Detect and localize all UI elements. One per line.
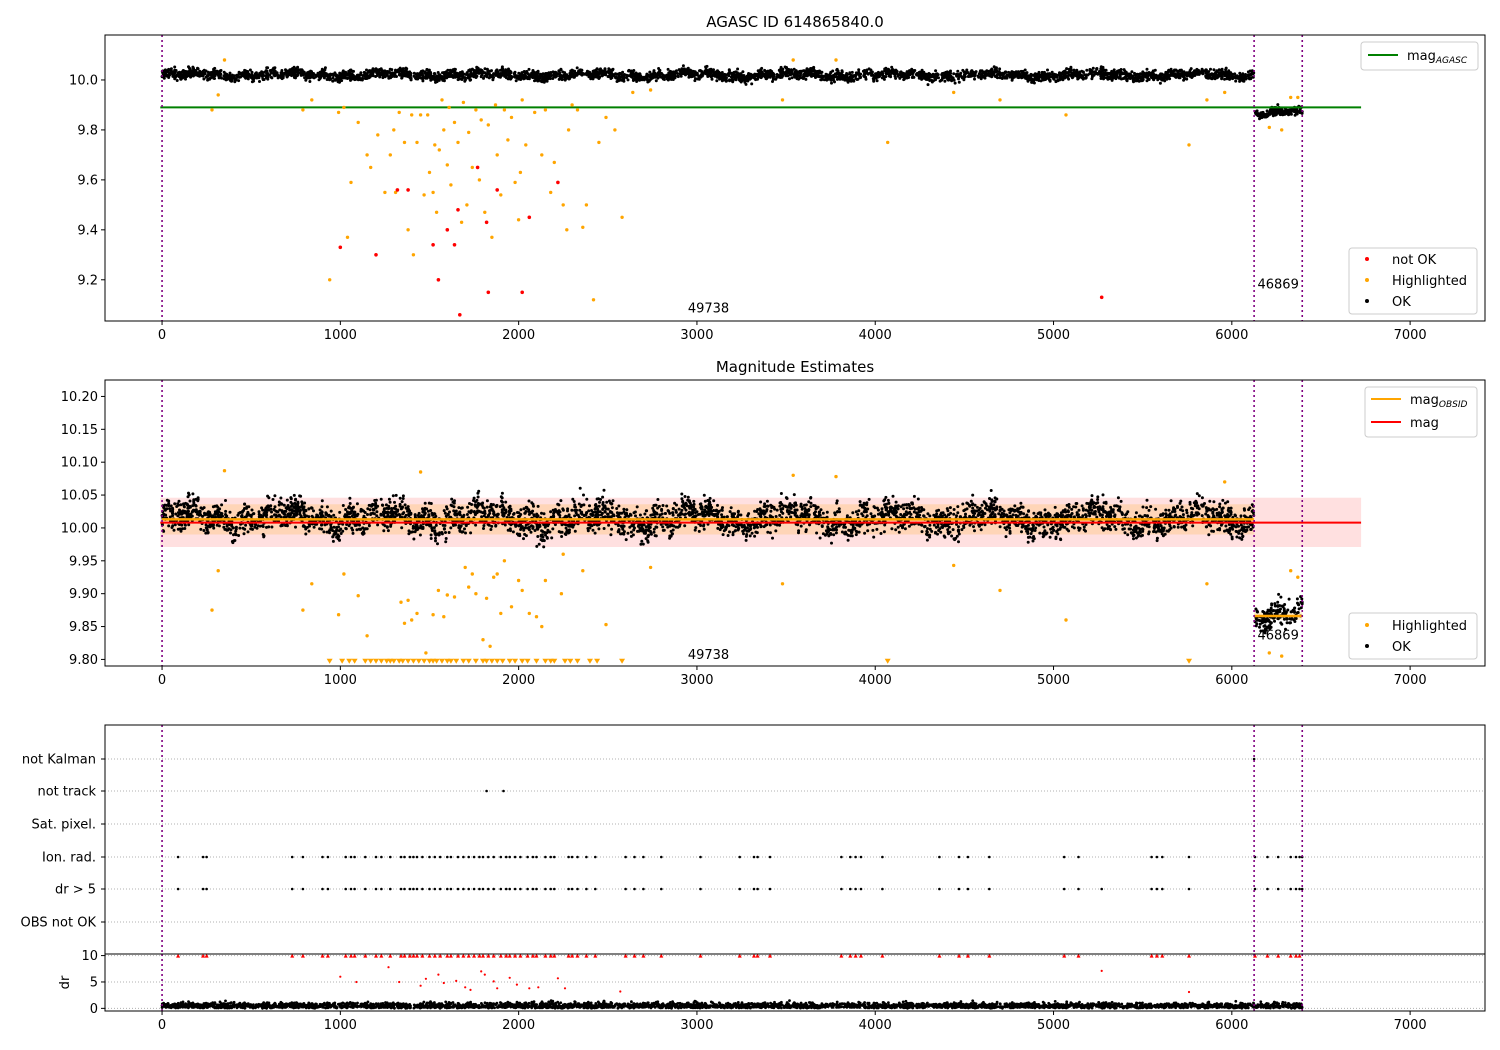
x-tick-label: 2000	[502, 1018, 535, 1033]
legend-marker	[1365, 299, 1369, 303]
x-tick-label: 0	[158, 1018, 166, 1033]
flag-category-label: dr > 5	[55, 883, 96, 898]
x-tick-label: 1000	[324, 1018, 357, 1033]
legend-label: not OK	[1392, 253, 1437, 268]
flag-points	[485, 789, 505, 793]
highlighted-points	[210, 58, 1300, 302]
flag-category-label: not Kalman	[22, 753, 96, 768]
flag-points	[1252, 757, 1256, 761]
y-tick-label: 10.10	[61, 456, 98, 471]
legend-label: OK	[1392, 295, 1411, 310]
y-tick-label: 10.05	[61, 489, 98, 504]
flag-category-label: OBS not OK	[21, 916, 97, 931]
dr-axis-label: dr	[58, 975, 73, 989]
x-tick-label: 5000	[1037, 1018, 1070, 1033]
legend-status	[1348, 247, 1478, 315]
flag-category-label: Sat. pixel.	[32, 818, 96, 833]
dr-flagged-points	[176, 953, 1302, 994]
x-tick-label: 2000	[502, 328, 535, 343]
x-tick-label: 4000	[859, 1018, 892, 1033]
y-tick-label: 10.00	[61, 521, 98, 536]
plot-frame-dr	[104, 953, 1486, 1012]
x-tick-label: 7000	[1394, 1018, 1427, 1033]
y-tick-label: 9.4	[77, 223, 98, 238]
y-tick-label: 9.2	[77, 273, 98, 288]
x-tick-label: 6000	[1215, 328, 1248, 343]
legend-label: magAGASC	[1407, 49, 1468, 66]
legend-mag-agasc	[1360, 41, 1479, 71]
x-tick-label: 4000	[859, 328, 892, 343]
y-tick-label: 5	[90, 975, 98, 990]
y-tick-label: 10.20	[61, 390, 98, 405]
highlighted-points	[210, 469, 1300, 658]
y-tick-label: 0	[90, 1002, 98, 1017]
x-tick-label: 3000	[680, 673, 713, 688]
flag-points	[176, 887, 1304, 891]
x-tick-label: 7000	[1394, 673, 1427, 688]
not-ok-points	[338, 165, 1104, 317]
x-tick-label: 5000	[1037, 328, 1070, 343]
y-tick-label: 10.0	[69, 73, 98, 88]
x-tick-label: 4000	[859, 673, 892, 688]
obsid-label: 46869	[1257, 629, 1298, 644]
obsid-label: 49738	[688, 301, 729, 316]
y-tick-label: 9.95	[69, 554, 98, 569]
dr-ok-points	[160, 999, 1304, 1010]
legend-marker	[1365, 623, 1369, 627]
y-tick-label: 9.90	[69, 587, 98, 602]
x-tick-label: 3000	[680, 328, 713, 343]
ok-points	[160, 64, 1304, 121]
x-tick-label: 2000	[502, 673, 535, 688]
legend-status	[1348, 612, 1478, 660]
x-tick-label: 7000	[1394, 328, 1427, 343]
legend-label: Highlighted	[1392, 274, 1467, 289]
legend-marker	[1365, 257, 1369, 261]
obsid-label: 49738	[688, 648, 729, 663]
legend-marker	[1365, 278, 1369, 282]
legend-label: mag	[1410, 416, 1439, 431]
chart-title: Magnitude Estimates	[716, 358, 874, 376]
x-tick-label: 6000	[1215, 1018, 1248, 1033]
y-tick-label: 9.85	[69, 620, 98, 635]
x-tick-label: 3000	[680, 1018, 713, 1033]
x-tick-label: 6000	[1215, 673, 1248, 688]
x-tick-label: 0	[158, 328, 166, 343]
obsid-label: 46869	[1257, 278, 1298, 293]
flag-category-label: Ion. rad.	[42, 851, 96, 866]
legend-marker	[1365, 644, 1369, 648]
x-tick-label: 0	[158, 673, 166, 688]
y-tick-label: 9.80	[69, 653, 98, 668]
flag-points	[176, 855, 1304, 859]
x-tick-label: 1000	[324, 673, 357, 688]
plot-frame-agasc	[104, 34, 1486, 322]
legend-label: magOBSID	[1410, 393, 1468, 410]
legend-label: Highlighted	[1392, 619, 1467, 634]
x-tick-label: 1000	[324, 328, 357, 343]
y-tick-label: 10	[81, 949, 98, 964]
below-limit-markers	[326, 658, 1193, 664]
y-tick-label: 10.15	[61, 423, 98, 438]
flag-category-label: not track	[37, 785, 96, 800]
plot-frame-magnitude	[104, 379, 1486, 667]
chart-title: AGASC ID 614865840.0	[706, 13, 884, 31]
y-tick-label: 9.6	[77, 173, 98, 188]
x-tick-label: 5000	[1037, 673, 1070, 688]
legend-label: OK	[1392, 640, 1411, 655]
y-tick-label: 9.8	[77, 123, 98, 138]
